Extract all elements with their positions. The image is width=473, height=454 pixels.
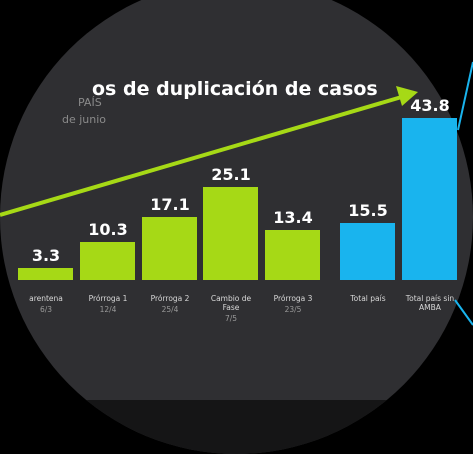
value-label: 25.1	[211, 165, 251, 185]
value-label: 43.8	[410, 95, 450, 115]
chart-note: de junio	[62, 113, 107, 126]
value-label: 17.1	[150, 194, 190, 214]
date-label: 23/5	[284, 305, 302, 314]
date-label: 25/4	[161, 305, 179, 314]
trend-arrow	[0, 94, 406, 217]
bar	[203, 187, 258, 280]
category-label: Cambio de Fase	[210, 294, 252, 312]
chart-subtitle: PAÍS	[78, 96, 102, 109]
category-label: Total país	[350, 294, 386, 303]
bar	[18, 267, 73, 280]
category-label: Total país sin AMBA	[405, 294, 455, 312]
value-label: 10.3	[88, 219, 128, 239]
category-label: Prórroga 1	[88, 294, 128, 303]
date-label: 6/3	[39, 305, 53, 314]
bar	[80, 241, 135, 280]
bar	[402, 117, 457, 280]
bar	[340, 222, 395, 280]
value-label: 3.3	[31, 245, 61, 265]
category-label: Prórroga 3	[273, 294, 313, 303]
bar	[142, 216, 197, 280]
callout-line	[454, 299, 473, 326]
date-label: 7/5	[224, 314, 238, 323]
category-label: arentena	[29, 294, 63, 303]
value-label: 15.5	[348, 200, 388, 220]
callout-line	[457, 61, 473, 131]
chart-title: os de duplicación de casos	[92, 78, 378, 100]
value-label: 13.4	[273, 208, 313, 228]
date-label: 12/4	[99, 305, 117, 314]
bottom-strip	[0, 400, 473, 454]
arrow-head	[396, 86, 418, 106]
category-label: Prórroga 2	[150, 294, 190, 303]
bar	[265, 230, 320, 280]
